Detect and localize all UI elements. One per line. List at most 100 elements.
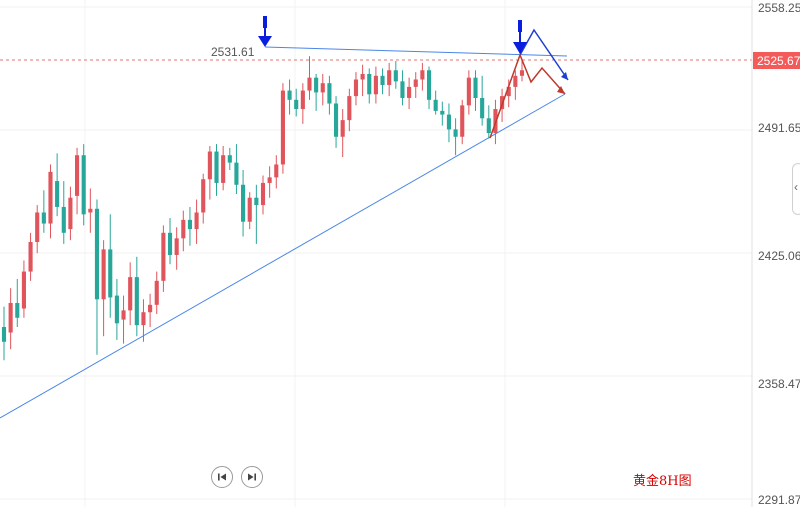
candle-body [446,114,452,130]
candle [194,199,199,244]
candle-body [513,75,518,87]
candle [466,70,471,115]
candle [108,214,113,318]
side-panel-toggle[interactable]: ‹ [792,163,800,215]
candle [340,109,345,158]
candle-body [373,75,378,95]
y-tick-label: 2558.25 [758,1,800,15]
candle [134,256,139,337]
chart-title: 黄金8H图 [633,474,692,489]
candle-body [88,208,93,213]
chevron-left-icon: ‹ [794,180,798,194]
candle-body [81,155,86,215]
candle-body [55,181,60,207]
candle [480,75,485,126]
candle-body [294,99,299,110]
candle [154,271,159,315]
candle-body [94,208,100,300]
candle [353,72,359,106]
candle-body [460,105,465,137]
candle-body [74,155,80,196]
candle-body [287,90,292,100]
candle-body [114,295,119,324]
candle-body [466,77,471,106]
candle-body [314,77,319,93]
candle [446,103,452,143]
candle-body [254,197,259,206]
candle-body [506,86,511,97]
y-tick-label: 2491.65 [758,121,800,135]
candle-body [380,75,385,86]
candle [360,64,365,97]
forecast-arrowhead-red [557,86,565,94]
candle-body [307,77,312,91]
candle [314,73,319,111]
scroll-to-end-button[interactable] [241,466,263,488]
candle [241,169,246,237]
candle-body [141,312,146,326]
candle [74,147,80,215]
candle [440,101,445,126]
candle [181,210,186,252]
candle [260,175,266,215]
candle-body [393,70,398,82]
candle-body [360,73,365,80]
candle [274,155,279,189]
grid-layer [0,0,752,507]
candle [187,206,193,246]
candle [221,145,226,191]
candle [320,73,325,106]
candle-body [154,280,159,305]
candle-body [519,70,525,76]
candle-body [333,103,339,137]
candle-body [274,164,279,178]
candle [35,205,40,254]
candle-body [121,310,126,320]
candle [380,68,385,95]
current-price-badge [753,52,800,69]
candle [486,105,491,139]
candle-body [234,162,239,185]
candle-body [353,79,359,97]
candle-body [400,81,405,98]
candle [148,293,153,327]
candle-body [174,238,179,255]
scroll-to-start-button[interactable] [211,466,233,488]
candle [393,61,398,89]
y-tick-label: 2291.87 [758,493,800,507]
candle [513,70,518,100]
candle [15,278,20,327]
candle [68,186,73,241]
candle [234,144,239,195]
candle-body [201,179,206,213]
candle-body [440,110,445,115]
y-tick-label: 2425.06 [758,249,800,263]
candle [433,90,438,115]
candle-body [21,271,26,309]
forecast-path-red [489,52,566,139]
candle-body [8,302,13,333]
candle [387,62,392,97]
candle [400,70,405,106]
candle-body [35,212,40,243]
candle-body [207,151,212,180]
candle-body [148,304,153,313]
candle-body [320,83,325,93]
candle [426,66,432,110]
candle [420,62,425,91]
candle [227,147,232,170]
forecast-arrowhead-blue [561,72,568,80]
candle-body [28,242,33,272]
peak-price-label: 2531.61 [211,45,255,59]
candle-body [241,184,246,222]
candle [453,118,458,156]
candle-body [101,249,106,300]
current-price-badge-label: 2525.67 [757,54,800,68]
candle-body [227,155,232,163]
y-tick-label: 2358.47 [758,377,800,391]
candle-body [453,129,458,137]
candle-body [340,120,345,137]
candle [88,188,93,233]
candle [81,144,86,226]
